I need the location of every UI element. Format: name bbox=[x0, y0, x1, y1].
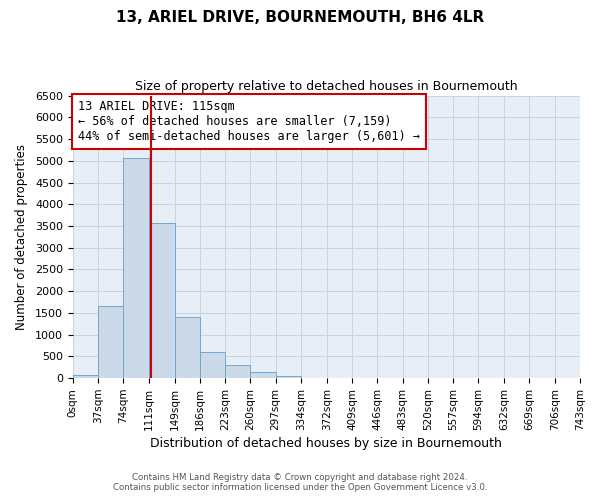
Text: 13 ARIEL DRIVE: 115sqm
← 56% of detached houses are smaller (7,159)
44% of semi-: 13 ARIEL DRIVE: 115sqm ← 56% of detached… bbox=[78, 100, 420, 143]
Bar bbox=[98, 306, 124, 378]
Bar bbox=[175, 318, 200, 378]
Title: Size of property relative to detached houses in Bournemouth: Size of property relative to detached ho… bbox=[135, 80, 518, 93]
Bar bbox=[200, 352, 225, 378]
Y-axis label: Number of detached properties: Number of detached properties bbox=[15, 144, 28, 330]
Bar bbox=[275, 376, 301, 378]
Bar bbox=[73, 375, 98, 378]
Text: Contains HM Land Registry data © Crown copyright and database right 2024.
Contai: Contains HM Land Registry data © Crown c… bbox=[113, 473, 487, 492]
Bar bbox=[124, 158, 149, 378]
X-axis label: Distribution of detached houses by size in Bournemouth: Distribution of detached houses by size … bbox=[151, 437, 502, 450]
Bar bbox=[149, 222, 175, 378]
Bar bbox=[250, 372, 275, 378]
Bar bbox=[225, 365, 250, 378]
Text: 13, ARIEL DRIVE, BOURNEMOUTH, BH6 4LR: 13, ARIEL DRIVE, BOURNEMOUTH, BH6 4LR bbox=[116, 10, 484, 25]
